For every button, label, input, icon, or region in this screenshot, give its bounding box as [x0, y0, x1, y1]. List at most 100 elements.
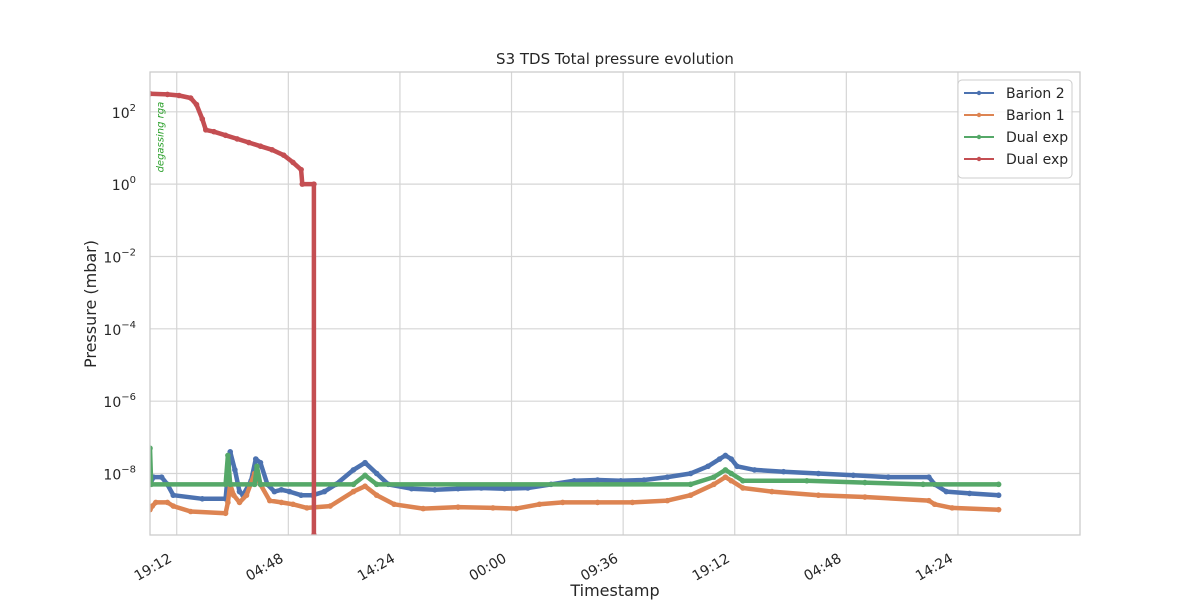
- series-point: [299, 181, 306, 187]
- x-tick-label: 09:36: [578, 551, 621, 585]
- series-point: [251, 481, 258, 488]
- y-tick-label: 10−2: [103, 247, 136, 266]
- series-point: [751, 467, 758, 473]
- series-point: [170, 492, 177, 499]
- x-tick-label: 19:12: [132, 551, 175, 585]
- series-point: [885, 474, 891, 480]
- series-point: [391, 501, 397, 508]
- series-point: [257, 143, 264, 149]
- series-point: [687, 481, 694, 488]
- series-point: [728, 470, 735, 477]
- series-point: [246, 139, 252, 146]
- legend-marker: [976, 112, 982, 118]
- series-point: [716, 456, 723, 462]
- series-point: [164, 91, 171, 98]
- plot-background: [150, 72, 1080, 535]
- series-point: [618, 477, 624, 484]
- series-point: [373, 470, 380, 477]
- series-point: [966, 490, 973, 497]
- series-point: [862, 494, 868, 500]
- series-point: [269, 146, 275, 153]
- series-point: [373, 481, 380, 488]
- legend-box: [957, 79, 1073, 179]
- x-tick-label: 00:00: [467, 551, 510, 585]
- y-tick-label: 100: [112, 175, 136, 194]
- series-point: [995, 492, 1002, 499]
- series-point: [350, 467, 357, 473]
- series-3: [150, 445, 1002, 488]
- series-point: [455, 485, 461, 492]
- series-point: [926, 474, 932, 480]
- series-point: [227, 481, 234, 488]
- series-point: [257, 459, 264, 466]
- series-point: [257, 481, 264, 488]
- series-point: [230, 492, 237, 499]
- series-point: [373, 492, 380, 499]
- series-point: [490, 505, 496, 511]
- x-tick-label: 14:24: [913, 551, 956, 585]
- series-point: [949, 505, 955, 511]
- series-point: [266, 497, 273, 504]
- x-tick-label: 14:24: [355, 551, 398, 585]
- series-point: [252, 456, 259, 462]
- series-point: [705, 463, 711, 470]
- x-tick-label: 04:48: [243, 551, 286, 585]
- series-point: [362, 483, 368, 489]
- series-point: [311, 532, 317, 535]
- series-point: [769, 488, 775, 495]
- series-point: [311, 181, 317, 187]
- legend-marker: [976, 134, 982, 140]
- series-point: [225, 452, 231, 459]
- series-point: [278, 499, 285, 506]
- series-point: [164, 499, 171, 506]
- series-point: [350, 481, 357, 488]
- series-point: [203, 127, 209, 133]
- series-point: [222, 510, 229, 517]
- series-point: [211, 128, 217, 135]
- legend-marker: [976, 156, 982, 162]
- series-point: [408, 485, 415, 492]
- series-point: [280, 152, 287, 158]
- series-point: [362, 472, 368, 479]
- grid: [150, 72, 1080, 535]
- series-point: [232, 467, 238, 473]
- series-point: [150, 503, 156, 509]
- series-point: [711, 474, 717, 480]
- series-point: [641, 477, 647, 483]
- series-point: [225, 499, 231, 506]
- series-point: [734, 463, 740, 470]
- series-point: [158, 474, 165, 480]
- legend-entry: Barion 1: [964, 108, 1065, 124]
- plot-frame: [149, 71, 1081, 536]
- series-point: [362, 459, 368, 466]
- series-point: [199, 496, 206, 502]
- chart-title: S3 TDS Total pressure evolution: [496, 50, 734, 68]
- series-group: degassing rga: [150, 90, 1002, 535]
- series-point: [664, 497, 671, 504]
- series-point: [222, 132, 229, 139]
- y-tick-label: 10−4: [103, 320, 136, 339]
- legend-entry: Dual exp: [964, 152, 1068, 168]
- y-axis-label: Pressure (mbar): [81, 240, 100, 368]
- series-point: [243, 492, 250, 499]
- x-axis-label: Timestamp: [569, 581, 659, 600]
- series-point: [995, 506, 1002, 513]
- legend-label: Dual exp: [1006, 152, 1068, 168]
- series-point: [176, 92, 182, 99]
- legend-entry: Dual exp: [964, 130, 1068, 146]
- series-point: [559, 499, 566, 506]
- series-point: [298, 166, 304, 173]
- series-point: [187, 508, 194, 515]
- y-tick-label: 10−6: [103, 392, 136, 411]
- series-point: [236, 488, 243, 495]
- series-layer: degassing rga: [150, 90, 1002, 535]
- series-point: [931, 501, 938, 508]
- series-point: [815, 492, 822, 499]
- series-point: [850, 472, 857, 479]
- series-point: [350, 488, 357, 495]
- series-point: [170, 503, 177, 509]
- series-point: [804, 477, 810, 484]
- series-2: [150, 470, 1002, 517]
- series-point: [290, 159, 296, 166]
